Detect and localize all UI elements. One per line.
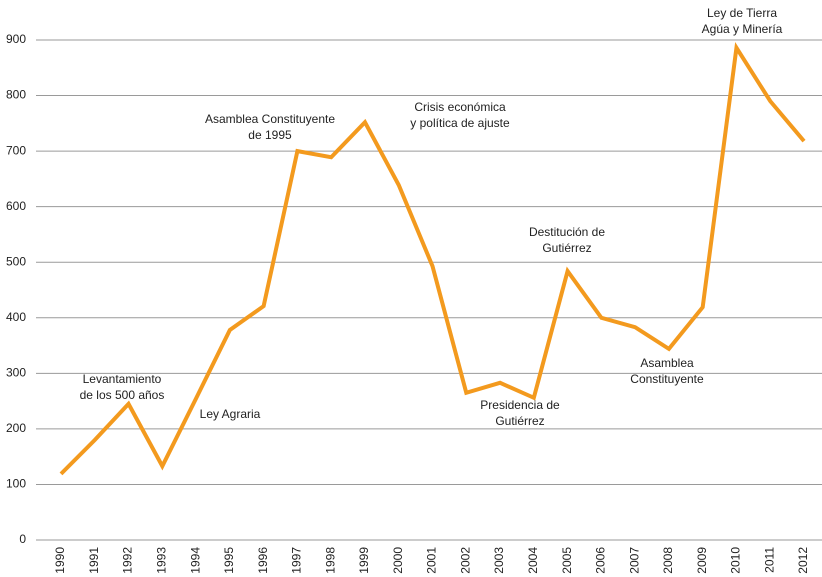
y-tick-label: 500 [6, 254, 26, 268]
x-tick-label: 2004 [526, 547, 540, 574]
x-tick-label: 2009 [695, 547, 709, 574]
x-tick-label: 1998 [323, 547, 337, 574]
x-tick-label: 1997 [290, 547, 304, 574]
annotation: Gutiérrez [495, 414, 544, 428]
x-tick-label: 1990 [53, 547, 67, 574]
x-tick-label: 2012 [796, 547, 810, 574]
annotation: Asamblea Constituyente [205, 112, 335, 126]
data-line [59, 42, 806, 476]
x-tick-label: 1996 [256, 547, 270, 574]
annotation: Gutiérrez [542, 241, 591, 255]
x-tick-label: 2006 [594, 547, 608, 574]
x-tick-label: 1991 [87, 547, 101, 574]
y-tick-label: 800 [6, 88, 26, 102]
annotation: Ley Agraria [200, 407, 261, 421]
x-tick-label: 2010 [729, 547, 743, 574]
annotation: Agúa y Minería [702, 22, 783, 36]
x-tick-label: 2001 [425, 547, 439, 574]
annotation: Presidencia de [480, 398, 560, 412]
y-tick-label: 200 [6, 421, 26, 435]
y-tick-label: 600 [6, 199, 26, 213]
x-tick-label: 1995 [222, 547, 236, 574]
x-tick-label: 1999 [357, 547, 371, 574]
annotation: Crisis económica [414, 100, 506, 114]
x-tick-label: 1994 [188, 547, 202, 574]
annotation: Levantamiento [83, 372, 162, 386]
annotation: de los 500 años [80, 388, 165, 402]
x-tick-label: 2005 [560, 547, 574, 574]
x-tick-label: 2002 [458, 547, 472, 574]
y-tick-label: 400 [6, 310, 26, 324]
annotation: Destitución de [529, 225, 605, 239]
annotation: Ley de Tierra [707, 6, 777, 20]
x-tick-label: 1993 [154, 547, 168, 574]
annotation: Constituyente [630, 372, 704, 386]
x-tick-label: 2003 [492, 547, 506, 574]
x-tick-label: 2007 [627, 547, 641, 574]
x-tick-label: 1992 [121, 547, 135, 574]
x-tick-label: 2000 [391, 547, 405, 574]
annotation: de 1995 [248, 128, 292, 142]
x-tick-label: 2011 [762, 547, 776, 573]
annotation: y política de ajuste [410, 116, 510, 130]
y-tick-label: 700 [6, 143, 26, 157]
y-tick-label: 300 [6, 366, 26, 380]
annotation: Asamblea [640, 356, 694, 370]
y-tick-label: 0 [19, 532, 26, 546]
x-tick-label: 2008 [661, 547, 675, 574]
y-tick-label: 900 [6, 32, 26, 46]
y-tick-label: 100 [6, 477, 26, 491]
